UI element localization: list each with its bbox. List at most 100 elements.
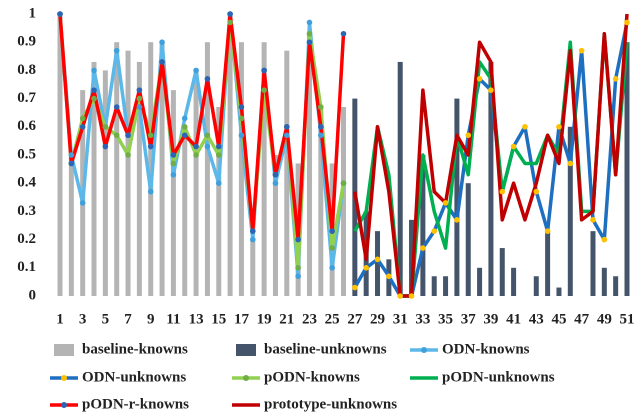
point — [431, 228, 438, 234]
point — [215, 152, 222, 158]
bar — [193, 70, 199, 297]
bar — [261, 42, 267, 297]
x-tick-label: 11 — [166, 311, 180, 327]
point — [318, 132, 324, 139]
point — [420, 245, 426, 251]
point — [68, 160, 75, 167]
point — [352, 284, 358, 291]
bar — [204, 42, 210, 297]
bar — [318, 107, 324, 296]
point — [170, 171, 177, 178]
point — [136, 87, 143, 93]
point — [181, 115, 188, 122]
y-tick-label: 1 — [29, 5, 37, 21]
x-tick-label: 9 — [147, 311, 155, 327]
point — [204, 143, 211, 150]
point — [159, 59, 165, 65]
y-tick-label: 0.2 — [17, 231, 36, 247]
point — [601, 236, 608, 243]
point — [249, 236, 256, 243]
point — [578, 47, 585, 54]
point — [102, 124, 109, 130]
bar — [170, 90, 176, 296]
y-tick-label: 0.8 — [17, 62, 36, 78]
x-tick-label: 51 — [620, 311, 635, 327]
x-tick-label: 35 — [438, 311, 453, 327]
point — [91, 67, 97, 74]
bar — [57, 14, 63, 296]
legend-label: baseline-unknowns — [264, 341, 387, 357]
point — [227, 19, 233, 26]
point — [91, 95, 97, 102]
legend-label: pODN-r-knowns — [82, 396, 189, 412]
x-tick-label: 5 — [102, 311, 110, 327]
x-tick-label: 39 — [483, 311, 498, 327]
bar — [409, 219, 415, 296]
legend-label: prototype-unknowns — [264, 396, 397, 412]
point — [204, 76, 211, 82]
point — [227, 11, 233, 17]
y-tick-label: 0.1 — [17, 259, 36, 275]
point — [215, 180, 222, 186]
point — [397, 293, 404, 299]
point — [181, 124, 188, 130]
point — [442, 200, 449, 206]
point — [499, 188, 506, 195]
legend-label: ODN-unknowns — [82, 369, 186, 385]
legend-label: pODN-unknowns — [442, 369, 555, 385]
point — [79, 200, 86, 206]
bar — [590, 231, 596, 296]
bar — [91, 61, 97, 296]
bar — [601, 267, 607, 296]
x-tick-label: 27 — [347, 311, 363, 327]
y-tick-label: 0.9 — [17, 34, 36, 50]
point — [249, 228, 256, 234]
point — [544, 228, 551, 234]
point — [159, 39, 165, 45]
legend-marker — [61, 375, 67, 381]
point — [612, 76, 619, 82]
bar — [250, 239, 256, 296]
bar — [341, 107, 346, 296]
x-tick-label: 15 — [211, 311, 226, 327]
point — [261, 67, 267, 74]
x-tick-label: 47 — [574, 311, 590, 327]
bar — [454, 98, 460, 296]
point — [329, 228, 335, 234]
point — [193, 67, 199, 74]
x-tick-label: 1 — [56, 311, 64, 327]
bar — [136, 61, 142, 296]
line — [58, 12, 346, 242]
x-tick-label: 41 — [506, 311, 521, 327]
point — [125, 132, 131, 139]
point — [79, 124, 86, 130]
point — [454, 217, 460, 223]
y-tick-label: 0.7 — [17, 90, 36, 106]
point — [68, 152, 75, 158]
x-tick-label: 49 — [597, 311, 612, 327]
point — [113, 132, 120, 139]
point — [102, 143, 109, 150]
point — [91, 87, 97, 93]
y-tick-label: 0.6 — [17, 118, 36, 134]
bar — [465, 183, 471, 296]
legend-label: ODN-knowns — [442, 341, 530, 357]
x-tick-label: 7 — [124, 311, 132, 327]
point — [533, 188, 540, 195]
bar — [182, 126, 188, 296]
y-tick-label: 0.5 — [17, 146, 36, 162]
point — [488, 87, 494, 93]
bar — [499, 248, 505, 296]
bar — [443, 276, 449, 296]
point — [295, 236, 301, 243]
bar — [477, 267, 483, 296]
x-tick-label: 29 — [370, 311, 385, 327]
point — [386, 273, 392, 280]
bar — [624, 42, 630, 297]
point — [193, 143, 199, 150]
x-tick-label: 33 — [415, 311, 430, 327]
legend-label: pODN-knowns — [264, 369, 360, 385]
bar — [397, 61, 403, 296]
point — [465, 132, 472, 139]
